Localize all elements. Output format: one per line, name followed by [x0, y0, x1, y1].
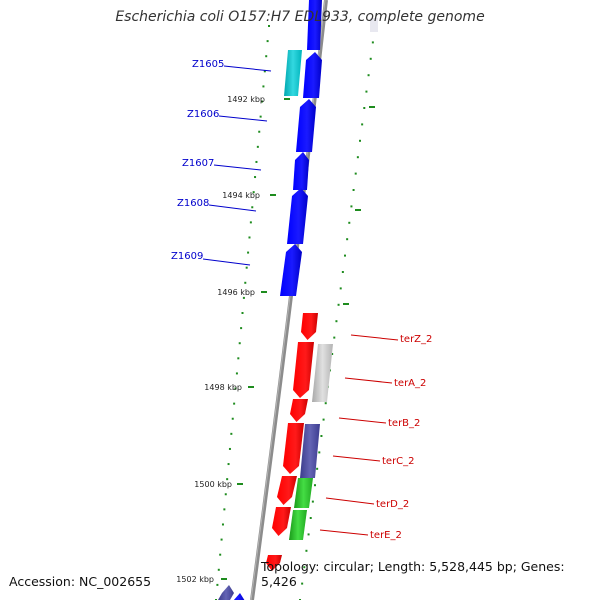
label-leader-line [344, 377, 393, 384]
other-gene [289, 510, 307, 540]
gene-labels: Z1605 Z1606 Z1607 Z1608 Z1609 terZ_2 terA_2ter… [171, 59, 432, 541]
forward-gene-label: Z1608 [177, 198, 209, 209]
forward-gene [307, 0, 322, 50]
forward-gene-label: Z1605 [192, 59, 224, 70]
reverse-gene-label: terE_2 [370, 530, 402, 541]
label-leader-line [202, 258, 251, 266]
forward-gene [303, 52, 322, 98]
forward-gene [287, 188, 308, 244]
ruler-label: 1494 kbp [222, 191, 260, 200]
reverse-gene-label: terC_2 [382, 456, 415, 467]
forward-gene-label: Z1607 [182, 158, 214, 169]
other-gene [294, 478, 313, 508]
label-leader-line [338, 417, 387, 424]
ruler-labels: 1492 kbp 1494 kbp 1496 kbp 1498 kbp 1500 kbp… [176, 95, 375, 584]
reverse-gene [283, 423, 304, 474]
label-leader-line [208, 204, 257, 212]
misc-feature [284, 50, 302, 96]
other-gene [312, 344, 333, 402]
reverse-gene [301, 313, 318, 340]
label-leader-line [332, 455, 381, 462]
reverse-gene [266, 555, 282, 571]
forward-gene-label: Z1606 [187, 109, 219, 120]
accession-text: Accession: NC_002655 [9, 574, 152, 589]
ruler-label: 1500 kbp [194, 480, 232, 489]
forward-gene [296, 99, 316, 152]
label-leader-line [223, 65, 272, 72]
ruler-label: 1502 kbp [176, 575, 214, 584]
gene-features [218, 0, 378, 600]
forward-gene-label: Z1609 [171, 251, 203, 262]
reverse-gene-label: terZ_2 [400, 334, 432, 345]
genome-summary-text: Topology: circular; Length: 5,528,445 bp… [261, 559, 565, 589]
label-leader-line [319, 529, 369, 536]
ruler-label: 1498 kbp [204, 383, 242, 392]
label-leader-line [218, 115, 268, 122]
reverse-gene-label: terD_2 [376, 499, 409, 510]
forward-gene [230, 593, 245, 600]
label-leader-line [350, 334, 399, 341]
ruler-label: 1492 kbp [227, 95, 265, 104]
forward-gene [293, 152, 309, 190]
reverse-gene [293, 342, 314, 398]
misc-feature [370, 18, 378, 32]
forward-gene [218, 585, 234, 600]
forward-gene [280, 244, 302, 296]
reverse-gene [272, 507, 291, 536]
ruler-label: 1496 kbp [217, 288, 255, 297]
reverse-gene [277, 476, 297, 505]
reverse-gene-label: terB_2 [388, 418, 420, 429]
label-leader-line [213, 164, 262, 171]
reverse-gene-label: terA_2 [394, 378, 426, 389]
other-gene [300, 424, 320, 478]
reverse-gene [290, 399, 308, 422]
label-leader-line [325, 497, 375, 505]
map-title: Escherichia coli O157:H7 EDL933, complet… [115, 9, 485, 25]
